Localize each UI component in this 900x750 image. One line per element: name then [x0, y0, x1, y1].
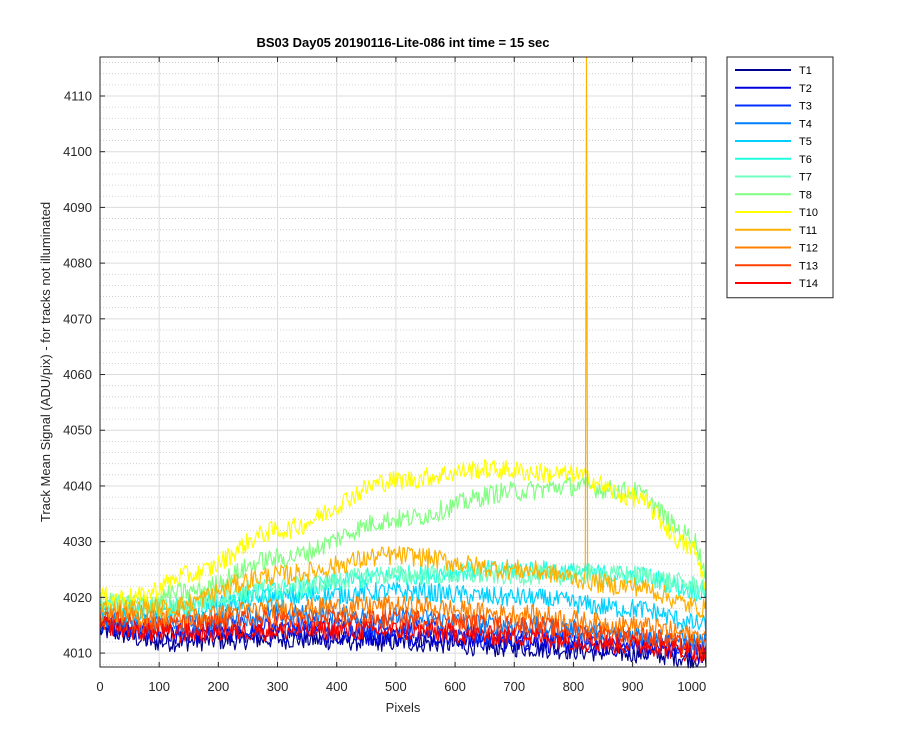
legend-label-T11: T11: [799, 225, 817, 237]
legend-label-T13: T13: [799, 260, 818, 272]
y-axis-label: Track Mean Signal (ADU/pix) - for tracks…: [38, 202, 53, 522]
legend-label-T12: T12: [799, 243, 818, 255]
x-tick-label: 0: [96, 679, 103, 694]
x-tick-label: 400: [326, 679, 348, 694]
x-tick-label: 600: [444, 679, 466, 694]
y-tick-label: 4040: [63, 478, 92, 493]
legend-label-T5: T5: [799, 136, 812, 148]
x-tick-label: 1000: [677, 679, 706, 694]
series-line-T14: [99, 616, 707, 664]
series-line-T11: [99, 56, 707, 620]
legend-label-T10: T10: [799, 207, 818, 219]
x-tick-label: 100: [148, 679, 170, 694]
x-tick-label: 900: [622, 679, 644, 694]
legend-label-T7: T7: [799, 172, 812, 184]
series-line-T1: [99, 620, 707, 669]
legend-label-T8: T8: [799, 189, 812, 201]
y-tick-label: 4030: [63, 534, 92, 549]
x-axis-label: Pixels: [386, 700, 421, 715]
y-tick-label: 4010: [63, 646, 92, 661]
plot-frame: [99, 56, 707, 668]
legend: T1 T2 T3 T4 T5 T6 T7 T8 T10 T11 T12 T13 T14: [726, 56, 834, 299]
chart-title: BS03 Day05 20190116-Lite-086 int time = …: [256, 35, 549, 50]
x-tick-label: 200: [208, 679, 230, 694]
series-lines: [99, 56, 707, 669]
series-line-T12: [99, 595, 707, 647]
y-tick-label: 4060: [63, 367, 92, 382]
y-tick-label: 4080: [63, 256, 92, 271]
grid: [99, 57, 706, 667]
y-tick-label: 4090: [63, 200, 92, 215]
legend-label-T3: T3: [799, 101, 812, 113]
x-tick-label: 500: [385, 679, 407, 694]
y-tick-label: 4070: [63, 311, 92, 326]
y-tick-label: 4050: [63, 423, 92, 438]
legend-label-T2: T2: [799, 83, 812, 95]
x-tick-label: 800: [563, 679, 585, 694]
series-line-T8: [99, 476, 707, 613]
legend-label-T4: T4: [799, 118, 812, 130]
y-tick-label: 4110: [64, 88, 92, 103]
series-line-T13: [99, 609, 707, 657]
x-tick-label: 300: [267, 679, 289, 694]
x-tick-label: 700: [503, 679, 525, 694]
y-tick-label: 4020: [63, 590, 92, 605]
series-line-T10: [99, 458, 707, 607]
legend-label-T1: T1: [799, 65, 812, 77]
axis-ticks: 0 100 200 300 400 500 600 700 800 900 1000 4010 4020…: [63, 57, 706, 694]
y-tick-label: 4100: [63, 144, 92, 159]
legend-label-T14: T14: [799, 278, 818, 290]
series-line-T7: [99, 564, 707, 619]
legend-label-T6: T6: [799, 154, 812, 166]
